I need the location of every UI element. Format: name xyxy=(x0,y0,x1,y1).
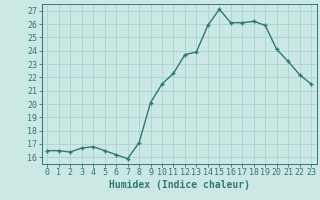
X-axis label: Humidex (Indice chaleur): Humidex (Indice chaleur) xyxy=(109,180,250,190)
